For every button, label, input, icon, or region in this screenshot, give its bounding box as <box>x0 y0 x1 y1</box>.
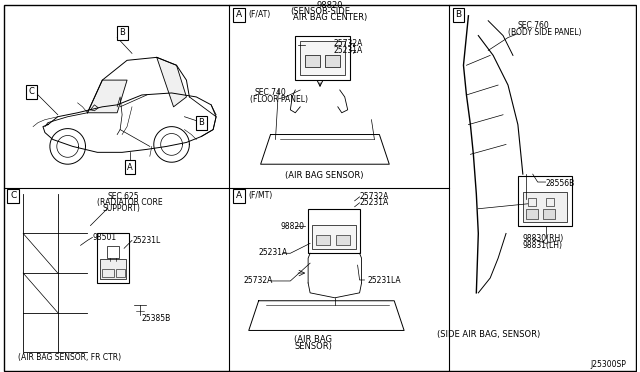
Text: A: A <box>236 191 242 201</box>
Text: C: C <box>10 191 17 201</box>
Bar <box>518 176 572 225</box>
Text: (F/AT): (F/AT) <box>249 10 271 19</box>
Text: 25231A: 25231A <box>334 46 363 55</box>
Text: (RADIATOR CORE: (RADIATOR CORE <box>97 198 163 207</box>
Text: SENSOR): SENSOR) <box>294 342 332 351</box>
Bar <box>305 55 320 67</box>
Bar <box>300 41 345 75</box>
Bar <box>97 234 129 283</box>
Bar <box>545 198 554 206</box>
Text: 98831(LH): 98831(LH) <box>523 241 563 250</box>
Text: 98820: 98820 <box>317 1 343 10</box>
Text: 98820: 98820 <box>280 222 305 231</box>
Polygon shape <box>157 57 186 107</box>
Bar <box>316 235 330 246</box>
Text: (AIR BAG SENSOR): (AIR BAG SENSOR) <box>285 171 364 180</box>
Text: SEC.740: SEC.740 <box>255 88 287 97</box>
Bar <box>528 198 536 206</box>
Text: 28556B: 28556B <box>545 179 575 188</box>
Text: SUPPORT): SUPPORT) <box>102 204 140 213</box>
Text: (AIR BAG SENSOR, FR CTR): (AIR BAG SENSOR, FR CTR) <box>18 353 122 362</box>
Text: 25231A: 25231A <box>360 198 389 207</box>
Bar <box>336 235 349 246</box>
Text: (F/MT): (F/MT) <box>249 191 273 201</box>
Text: A: A <box>127 163 133 172</box>
Text: (SIDE AIR BAG, SENSOR): (SIDE AIR BAG, SENSOR) <box>436 330 540 339</box>
Bar <box>116 269 125 277</box>
Text: (AIR BAG: (AIR BAG <box>294 335 332 344</box>
Bar <box>100 259 126 279</box>
Bar <box>312 225 356 249</box>
Text: 25231LA: 25231LA <box>367 276 401 285</box>
Text: A: A <box>236 10 242 19</box>
Text: B: B <box>456 10 461 19</box>
Bar <box>108 246 119 258</box>
Text: B: B <box>198 118 204 127</box>
Bar <box>102 269 114 277</box>
Text: 25732A: 25732A <box>244 276 273 285</box>
Bar <box>308 209 360 253</box>
Text: 25231A: 25231A <box>259 248 288 257</box>
Text: 98501: 98501 <box>92 233 116 243</box>
Text: SEC.760: SEC.760 <box>518 21 550 30</box>
Bar <box>295 36 349 80</box>
Text: 25732A: 25732A <box>334 39 364 48</box>
Bar <box>325 55 340 67</box>
Text: 25385B: 25385B <box>142 314 171 323</box>
Text: AIR BAG CENTER): AIR BAG CENTER) <box>292 13 367 22</box>
Text: (SENSOR-SIDE: (SENSOR-SIDE <box>290 7 350 16</box>
Bar <box>526 209 538 219</box>
Text: (FLOOR PANEL): (FLOOR PANEL) <box>250 95 308 104</box>
Text: (BODY SIDE PANEL): (BODY SIDE PANEL) <box>508 28 582 36</box>
Text: C: C <box>28 87 34 96</box>
Text: 25732A: 25732A <box>360 192 389 201</box>
Text: B: B <box>119 28 125 37</box>
Text: 98830(RH): 98830(RH) <box>523 234 564 243</box>
Text: 25231L: 25231L <box>132 236 160 246</box>
Polygon shape <box>88 80 127 113</box>
Text: J25300SP: J25300SP <box>591 360 627 369</box>
Bar <box>523 192 568 222</box>
Bar <box>543 209 554 219</box>
Text: SEC.625: SEC.625 <box>108 192 139 201</box>
